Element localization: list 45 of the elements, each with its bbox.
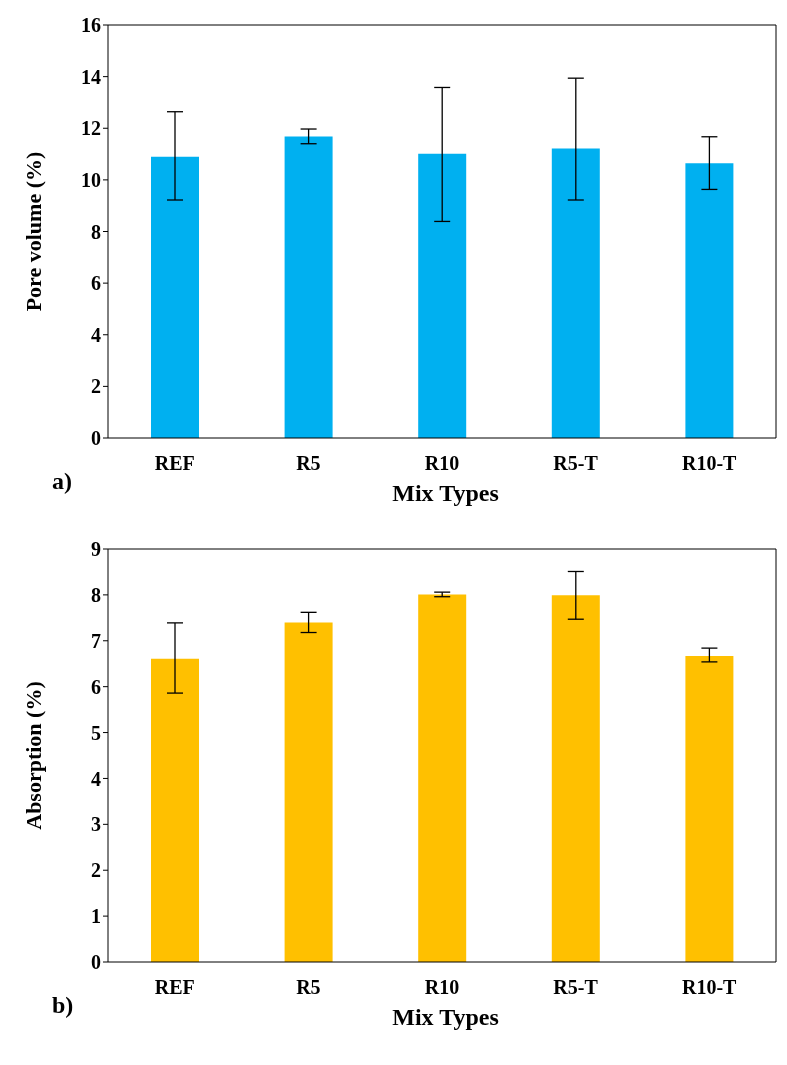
y-tick-label: 12 (81, 117, 101, 140)
y-tick-label: 5 (91, 721, 101, 744)
y-axis-title: Absorption (%) (20, 681, 46, 830)
bar (551, 148, 600, 438)
x-tick-label: R10-T (681, 452, 738, 475)
bar (284, 622, 333, 962)
y-tick-label: 8 (91, 583, 101, 606)
x-tick-label: R5 (296, 976, 321, 999)
y-tick-label: 4 (91, 323, 101, 346)
x-tick-label: R10 (424, 976, 460, 999)
x-tick-label: R5-T (553, 452, 599, 475)
x-axis-title: Mix Types (391, 480, 500, 507)
x-axis-title: Mix Types (391, 1004, 500, 1031)
y-tick-label: 0 (91, 951, 101, 974)
y-tick-label: 6 (91, 675, 101, 698)
x-tick-label: R5 (296, 452, 321, 475)
y-tick-label: 10 (81, 168, 101, 191)
x-tick-label: R10 (424, 452, 460, 475)
y-tick-label: 3 (91, 813, 101, 836)
text: a) (52, 468, 72, 495)
y-tick-label: 16 (81, 14, 101, 37)
bar (551, 595, 600, 962)
y-tick-label: 8 (91, 220, 101, 243)
bar (418, 153, 467, 438)
y-tick-label: 1 (91, 905, 101, 928)
bar (151, 156, 199, 438)
y-tick-label: 0 (91, 427, 101, 450)
y-tick-label: 2 (91, 859, 101, 882)
x-tick-label: R5-T (553, 976, 599, 999)
bar (685, 163, 734, 438)
x-tick-label: REF (154, 976, 195, 999)
x-tick-label: R10-T (681, 976, 738, 999)
x-tick-label: REF (154, 452, 195, 475)
y-tick-label: 2 (91, 375, 101, 398)
bar (685, 655, 734, 962)
text: b) (52, 992, 74, 1019)
y-tick-label: 7 (91, 629, 101, 652)
y-axis-title: Pore volume (%) (20, 151, 46, 312)
y-tick-label: 4 (91, 767, 101, 790)
y-tick-label: 9 (91, 538, 101, 561)
bar (284, 136, 333, 438)
y-tick-label: 6 (91, 272, 101, 295)
bar (151, 658, 199, 962)
y-tick-label: 14 (81, 65, 101, 88)
bar (418, 594, 467, 962)
